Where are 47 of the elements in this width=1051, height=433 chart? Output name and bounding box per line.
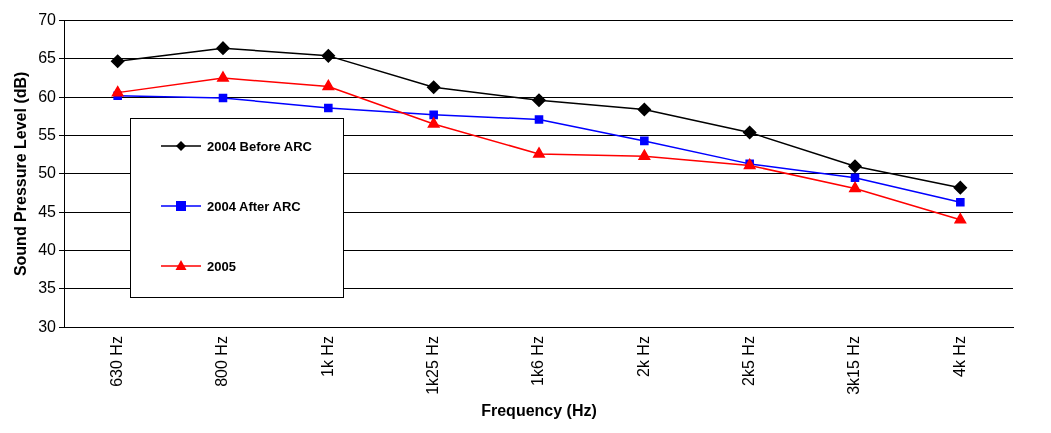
point xyxy=(321,49,336,63)
point xyxy=(638,149,651,160)
legend-label: 2005 xyxy=(207,258,236,274)
point xyxy=(849,181,861,193)
x-tick-label: 1k Hz xyxy=(318,336,336,378)
x-tick-label: 1k6 Hz xyxy=(529,336,547,386)
x-tick-label: 3k15 Hz xyxy=(845,336,863,395)
point xyxy=(848,159,862,173)
point xyxy=(322,79,335,91)
y-axis-title: Sound Pressure Level (dB) xyxy=(12,71,30,277)
point xyxy=(111,85,124,97)
point xyxy=(637,102,652,117)
point xyxy=(427,117,440,128)
point xyxy=(953,180,968,195)
x-tick-label: 630 Hz xyxy=(108,336,126,387)
point xyxy=(533,147,545,158)
point xyxy=(324,103,333,113)
y-tick-label: 35 xyxy=(38,279,57,297)
y-tick-label: 40 xyxy=(38,240,57,258)
point xyxy=(850,173,860,182)
point xyxy=(216,41,230,55)
legend-label: 2004 After ARC xyxy=(207,198,301,214)
y-tick-label: 60 xyxy=(38,87,57,105)
x-tick-label: 800 Hz xyxy=(213,336,231,387)
point xyxy=(640,136,649,146)
point xyxy=(217,71,229,82)
y-tick-label: 65 xyxy=(38,49,57,67)
point xyxy=(956,197,965,207)
y-tick-label: 30 xyxy=(38,317,57,335)
point xyxy=(534,115,544,124)
point xyxy=(429,110,438,120)
point xyxy=(532,93,546,108)
y-tick-label: 70 xyxy=(38,11,57,29)
point xyxy=(110,54,125,68)
x-tick-label: 4k Hz xyxy=(950,336,968,378)
x-tick-label: 2k Hz xyxy=(634,336,652,378)
x-tick-label: 2k5 Hz xyxy=(740,336,758,386)
x-tick-label: 1k25 Hz xyxy=(424,336,442,395)
x-axis-title: Frequency (Hz) xyxy=(481,401,597,419)
legend-label: 2004 Before ARC xyxy=(207,138,313,154)
point xyxy=(218,93,228,103)
y-tick-label: 50 xyxy=(38,164,57,182)
y-tick-label: 45 xyxy=(38,202,57,220)
point xyxy=(742,125,757,140)
point xyxy=(426,80,441,95)
y-tick-label: 55 xyxy=(38,125,57,143)
point xyxy=(954,213,967,224)
